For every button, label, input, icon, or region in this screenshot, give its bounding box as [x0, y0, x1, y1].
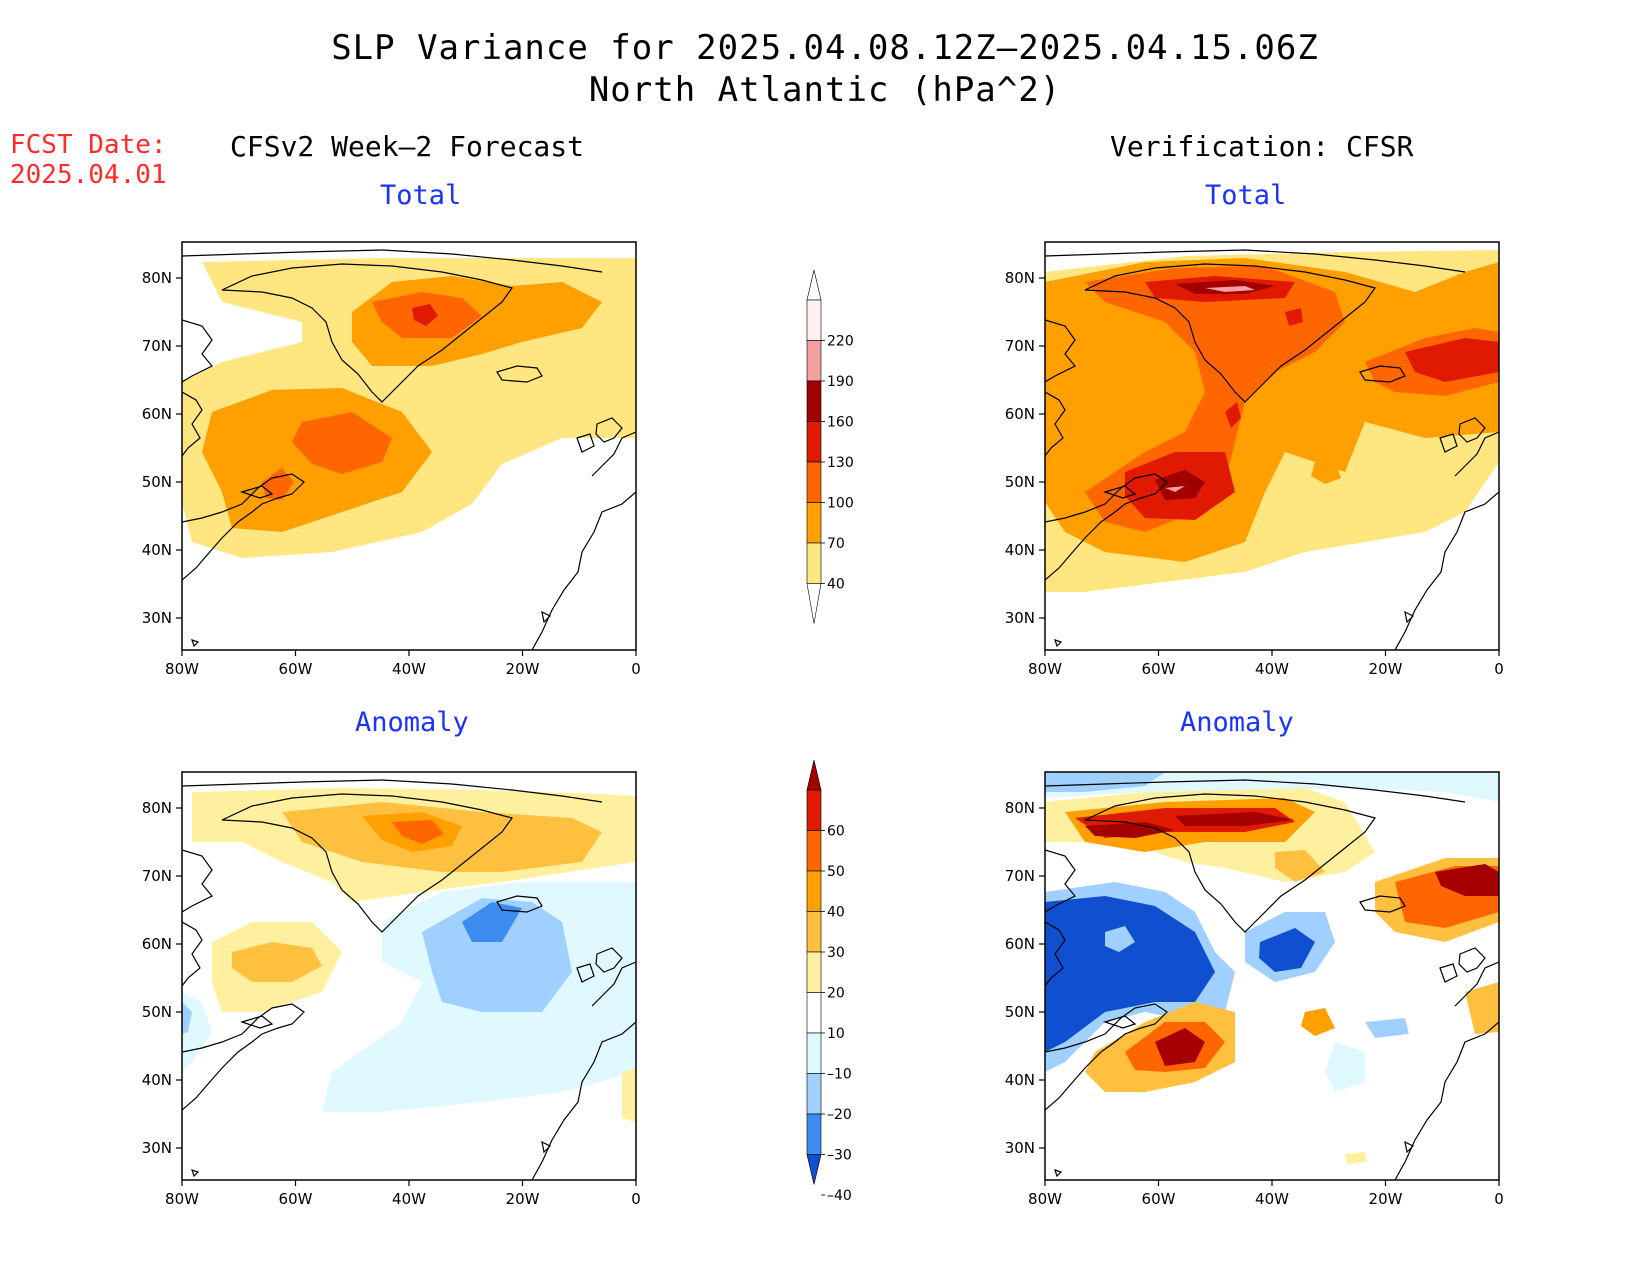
lat-label: 70N: [142, 337, 172, 355]
colorbar-label: 190: [827, 374, 854, 390]
colorbar-label: 30: [827, 945, 845, 961]
lat-label: 80N: [1005, 269, 1035, 287]
colorbar-swatch: [806, 461, 822, 503]
lat-label: 30N: [1005, 1139, 1035, 1157]
lon-label: 0: [631, 1190, 641, 1208]
panel-title-verification-anomaly: Anomaly: [1180, 707, 1294, 738]
main-title-line2: North Atlantic (hPa^2): [588, 70, 1062, 110]
lat-label: 80N: [142, 799, 172, 817]
colorbar-label: 20: [827, 986, 845, 1002]
colorbar-label: 220: [827, 334, 854, 350]
colorbar-swatch: [806, 421, 822, 463]
lat-label: 40N: [142, 541, 172, 559]
colorbar-top-arrow: [806, 759, 822, 791]
colorbar-swatch: [806, 502, 822, 544]
colorbar-label: 40: [827, 905, 845, 921]
lon-label: 40W: [392, 660, 426, 678]
panel-title-verification-total: Total: [1205, 180, 1287, 211]
colorbar-label: 60: [827, 824, 845, 840]
colorbar-label: –40: [827, 1188, 852, 1204]
lat-label: 30N: [142, 1139, 172, 1157]
lat-label: 30N: [1005, 609, 1035, 627]
colorbar-swatch: [806, 1113, 822, 1155]
lat-label: 70N: [1005, 337, 1035, 355]
lat-label: 70N: [142, 867, 172, 885]
panel-title-forecast-total: Total: [380, 180, 462, 211]
fcst-date-value: 2025.04.01: [10, 160, 167, 190]
colorbar-swatch: [806, 1073, 822, 1115]
lat-label: 50N: [142, 1003, 172, 1021]
lat-label: 60N: [1005, 405, 1035, 423]
colorbar-total: 220 190 160 130 100 70 40: [806, 269, 854, 624]
lon-label: 40W: [392, 1190, 426, 1208]
colorbar-swatch: [806, 299, 822, 341]
colorbar-bottom-arrow: [806, 1154, 822, 1185]
column-head-verification: Verification: CFSR: [1110, 130, 1414, 163]
colorbar-anomaly: 60 50 40 30 20 10 –10 –20 –30 –40: [806, 759, 852, 1204]
lon-label: 40W: [1255, 1190, 1289, 1208]
lat-label: 50N: [142, 473, 172, 491]
lon-label: 20W: [506, 660, 540, 678]
map-forecast-anomaly: [181, 771, 637, 1181]
fcst-date-label: FCST Date:: [10, 130, 167, 160]
lat-label: 60N: [142, 405, 172, 423]
panel-title-forecast-anomaly: Anomaly: [355, 707, 469, 738]
lat-label: 80N: [142, 269, 172, 287]
colorbar-label: –10: [827, 1067, 852, 1083]
colorbar-swatch: [806, 1032, 822, 1074]
colorbar-top-arrow: [806, 269, 822, 301]
colorbar-swatch: [806, 830, 822, 872]
lon-label: 60W: [1142, 660, 1176, 678]
lon-label: 80W: [165, 1190, 199, 1208]
map-forecast-total: [181, 241, 637, 651]
lon-label: 0: [631, 660, 641, 678]
lat-label: 80N: [1005, 799, 1035, 817]
lat-label: 50N: [1005, 1003, 1035, 1021]
lon-label: 20W: [1369, 1190, 1403, 1208]
colorbar-label: –30: [827, 1148, 852, 1164]
colorbar-swatch: [806, 870, 822, 912]
lat-label: 30N: [142, 609, 172, 627]
colorbar-label: 50: [827, 864, 845, 880]
lon-label: 20W: [506, 1190, 540, 1208]
lat-label: 40N: [142, 1071, 172, 1089]
colorbar-swatch: [806, 911, 822, 953]
map-verification-anomaly: [1044, 771, 1500, 1181]
lon-label: 0: [1494, 1190, 1504, 1208]
lon-label: 80W: [165, 660, 199, 678]
colorbar-swatch: [806, 992, 822, 1034]
colorbar-label: 100: [827, 496, 854, 512]
lon-label: 60W: [279, 660, 313, 678]
lat-label: 60N: [142, 935, 172, 953]
colorbar-label: 10: [827, 1026, 845, 1042]
lat-label: 70N: [1005, 867, 1035, 885]
colorbar-label: 130: [827, 455, 854, 471]
lat-label: 50N: [1005, 473, 1035, 491]
lon-label: 80W: [1028, 660, 1062, 678]
colorbar-label: 40: [827, 577, 845, 593]
colorbar-swatch: [806, 542, 822, 584]
colorbar-bottom-arrow: [806, 583, 822, 624]
colorbar-swatch: [806, 951, 822, 993]
lon-label: 0: [1494, 660, 1504, 678]
main-title-line1: SLP Variance for 2025.04.08.12Z–2025.04.…: [331, 28, 1319, 68]
lat-label: 60N: [1005, 935, 1035, 953]
colorbar-label: 70: [827, 536, 845, 552]
lon-label: 60W: [279, 1190, 313, 1208]
column-head-forecast: CFSv2 Week–2 Forecast: [230, 130, 585, 163]
colorbar-label: –20: [827, 1107, 852, 1123]
map-verification-total: [1044, 241, 1500, 651]
lon-label: 20W: [1369, 660, 1403, 678]
colorbar-swatch: [806, 340, 822, 382]
lon-label: 40W: [1255, 660, 1289, 678]
lat-label: 40N: [1005, 1071, 1035, 1089]
lon-label: 80W: [1028, 1190, 1062, 1208]
colorbar-swatch: [806, 380, 822, 422]
colorbar-label: 160: [827, 415, 854, 431]
lat-label: 40N: [1005, 541, 1035, 559]
colorbar-swatch: [806, 789, 822, 831]
lon-label: 60W: [1142, 1190, 1176, 1208]
